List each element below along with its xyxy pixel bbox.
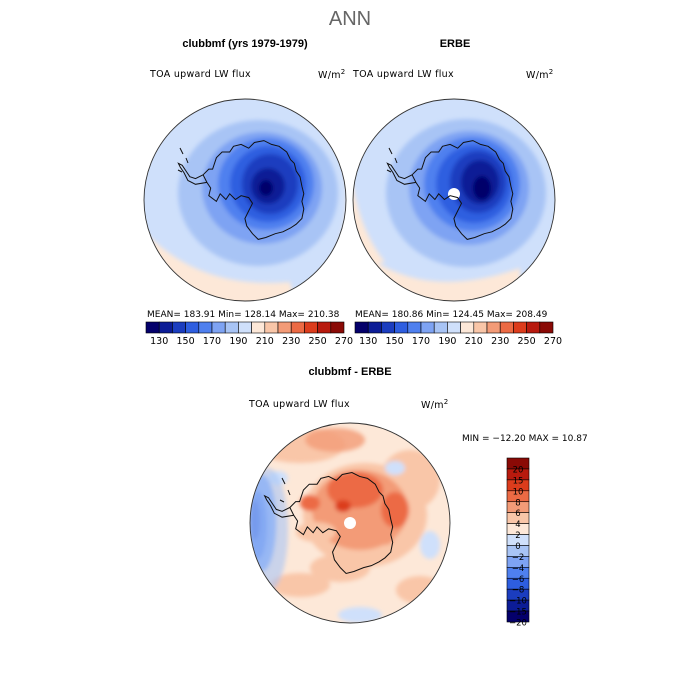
colorbar-tick-label: 4 <box>515 520 520 530</box>
colorbar-tick-label: −2 <box>512 553 525 563</box>
colorbar-swatch <box>290 321 305 334</box>
panel3-variable: TOA upward LW flux <box>249 399 350 410</box>
colorbar-tick-label: 170 <box>412 336 430 347</box>
panel2-units: W/m2 <box>526 68 554 82</box>
colorbar-tick-label: 270 <box>335 336 353 347</box>
colorbar-panel1: 130 150 170 190 210 230 250 270 <box>145 321 353 347</box>
colorbar-swatch <box>513 321 527 334</box>
colorbar-tick-label: 8 <box>515 498 520 508</box>
panel2-variable: TOA upward LW flux <box>353 69 454 80</box>
colorbar-swatch <box>172 321 186 334</box>
colorbar-panel2: 130 150 170 190 210 230 250 270 <box>354 321 562 347</box>
colorbar-tick-label: 230 <box>282 336 300 347</box>
colorbar-swatch <box>304 321 318 334</box>
colorbar-swatch <box>317 321 332 334</box>
colorbar-tick-label: 150 <box>386 336 404 347</box>
colorbar-tick-label: 0 <box>515 542 520 552</box>
colorbar-tick-label: 250 <box>309 336 327 347</box>
colorbar-tick-label: 230 <box>491 336 509 347</box>
colorbar-tick-label: 210 <box>256 336 274 347</box>
colorbar-swatch <box>460 321 475 334</box>
colorbar-tick-label: 250 <box>518 336 536 347</box>
colorbar-tick-label: −6 <box>512 575 525 585</box>
colorbar-swatch <box>158 321 173 334</box>
main-title: ANN <box>328 8 372 30</box>
colorbar-tick-label: −20 <box>509 619 527 629</box>
panel1-map <box>143 98 347 302</box>
colorbar-swatch <box>354 321 369 334</box>
colorbar-swatch <box>145 321 160 334</box>
colorbar-tick-label: −4 <box>512 564 525 574</box>
colorbar-swatch <box>198 321 213 334</box>
colorbar-swatch <box>185 321 200 334</box>
panel1-stats: MEAN= 183.91 Min= 128.14 Max= 210.38 <box>147 310 340 320</box>
colorbar-tick-label: 130 <box>150 336 168 347</box>
colorbar-tick-label: 2 <box>515 531 520 541</box>
colorbar-tick-label: 150 <box>177 336 195 347</box>
colorbar-tick-label: 15 <box>513 476 524 486</box>
colorbar-tick-label: 6 <box>515 509 520 519</box>
colorbar-swatch <box>539 321 554 334</box>
colorbar-tick-label: 130 <box>359 336 377 347</box>
colorbar-swatch <box>433 321 448 334</box>
colorbar-swatch <box>526 321 541 334</box>
panel2-map <box>352 98 556 302</box>
colorbar-swatch <box>506 610 530 623</box>
colorbar-swatch <box>394 321 409 334</box>
colorbar-tick-label: −15 <box>509 608 527 618</box>
panel3-title: clubbmf - ERBE <box>308 366 392 378</box>
colorbar-swatch <box>447 321 461 334</box>
colorbar-tick-label: 190 <box>229 336 247 347</box>
panel3-units: W/m2 <box>421 398 449 412</box>
colorbar-swatch <box>420 321 435 334</box>
colorbar-swatch <box>277 321 292 334</box>
panel2-stats: MEAN= 180.86 Min= 124.45 Max= 208.49 <box>355 310 548 320</box>
colorbar-swatch <box>499 321 514 334</box>
colorbar-swatch <box>367 321 382 334</box>
colorbar-swatch <box>224 321 239 334</box>
colorbar-swatch <box>407 321 422 334</box>
colorbar-tick-label: −10 <box>509 597 527 607</box>
colorbar-tick-label: 10 <box>513 487 524 497</box>
colorbar-swatch <box>330 321 345 334</box>
colorbar-tick-label: −8 <box>512 586 525 596</box>
colorbar-swatch <box>264 321 279 334</box>
colorbar-swatch <box>238 321 252 334</box>
colorbar-swatch <box>381 321 395 334</box>
colorbar-tick-label: 270 <box>544 336 562 347</box>
colorbar-tick-label: 170 <box>203 336 221 347</box>
panel1-title: clubbmf (yrs 1979-1979) <box>182 38 308 50</box>
colorbar-swatch <box>486 321 501 334</box>
colorbar-swatch <box>211 321 226 334</box>
panel2-title: ERBE <box>439 38 471 50</box>
colorbar-tick-label: 190 <box>438 336 456 347</box>
panel3-stats: MIN = −12.20 MAX = 10.87 <box>462 434 588 444</box>
panel1-units: W/m2 <box>318 68 346 82</box>
colorbar-swatch <box>251 321 266 334</box>
panel1-variable: TOA upward LW flux <box>150 69 251 80</box>
panel3-map <box>249 422 451 624</box>
colorbar-tick-label: 210 <box>465 336 483 347</box>
colorbar-tick-label: 20 <box>513 465 524 475</box>
colorbar-swatch <box>473 321 488 334</box>
